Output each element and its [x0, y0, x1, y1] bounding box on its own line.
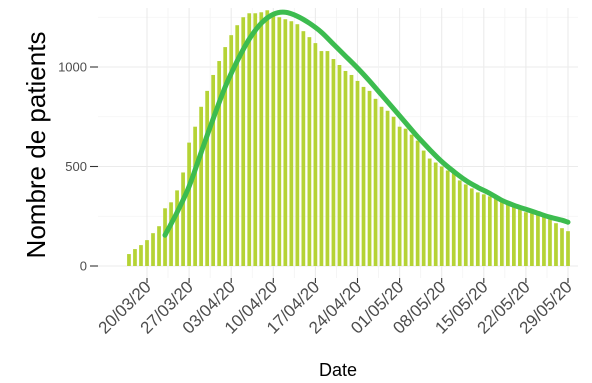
- bar: [493, 198, 498, 266]
- bar: [536, 214, 540, 266]
- bar: [530, 213, 534, 266]
- y-tick-label: 0: [80, 259, 87, 274]
- bar: [235, 25, 240, 267]
- bar: [325, 51, 330, 266]
- bar: [247, 13, 252, 266]
- trend-line-series: [162, 9, 571, 238]
- bar: [415, 140, 420, 266]
- bar: [331, 59, 336, 266]
- bar: [481, 194, 486, 266]
- bar: [187, 142, 191, 266]
- bar: [199, 106, 203, 266]
- bar: [524, 212, 528, 266]
- bar: [554, 223, 558, 266]
- bar: [542, 216, 546, 266]
- y-axis-title: Nombre de patients: [21, 32, 51, 259]
- bar: [403, 128, 408, 266]
- bar: [427, 158, 432, 266]
- bar: [457, 180, 462, 266]
- bar: [397, 126, 402, 266]
- bar: [566, 231, 570, 266]
- bar: [253, 13, 258, 266]
- bar: [151, 233, 155, 266]
- bar-series: [127, 10, 570, 267]
- bar: [391, 116, 396, 266]
- bar: [385, 110, 390, 266]
- bar: [271, 13, 276, 266]
- bar: [307, 37, 312, 267]
- bar: [367, 90, 372, 266]
- trend-line: [162, 9, 571, 238]
- bar: [463, 184, 468, 266]
- bar: [548, 219, 552, 266]
- bar: [181, 172, 185, 266]
- bar: [283, 19, 288, 266]
- bar: [487, 196, 492, 266]
- bar: [157, 226, 161, 266]
- bar: [409, 134, 414, 266]
- bar: [355, 80, 360, 267]
- bar: [265, 10, 270, 266]
- bar: [505, 204, 510, 266]
- bar: [127, 254, 131, 266]
- x-axis-title: Date: [319, 360, 357, 380]
- y-axis: 0 500 1000: [58, 60, 98, 274]
- bar: [512, 206, 516, 266]
- bar: [133, 249, 137, 266]
- bar: [313, 43, 318, 267]
- bar: [560, 228, 564, 266]
- bar: [445, 170, 450, 266]
- bar: [175, 190, 179, 266]
- bar: [451, 173, 456, 266]
- bar: [361, 86, 366, 267]
- bar: [211, 74, 216, 267]
- bar: [349, 74, 354, 267]
- bar: [277, 17, 282, 266]
- x-axis: 20/03/2027/03/2003/04/2010/04/2017/04/20…: [95, 277, 576, 337]
- bar: [319, 51, 324, 266]
- bar: [518, 208, 522, 266]
- bar: [295, 24, 300, 267]
- bar: [145, 240, 149, 266]
- bar: [379, 106, 384, 266]
- bar: [421, 150, 426, 266]
- bar: [469, 188, 474, 266]
- bar: [373, 98, 378, 266]
- bar: [217, 61, 222, 266]
- bar: [301, 31, 306, 267]
- bar: [499, 200, 504, 266]
- bar: [223, 47, 228, 266]
- bar: [289, 21, 294, 267]
- bar: [433, 162, 438, 266]
- bar: [259, 12, 264, 267]
- bar: [229, 35, 234, 266]
- bar: [205, 90, 210, 266]
- bar: [343, 70, 348, 266]
- bar: [439, 166, 444, 266]
- bar: [139, 245, 143, 266]
- bar: [193, 126, 197, 266]
- bar: [169, 202, 173, 266]
- y-tick-label: 500: [65, 159, 87, 174]
- bar: [475, 192, 480, 266]
- bar: [241, 17, 246, 266]
- bar: [337, 65, 342, 266]
- y-tick-label: 1000: [58, 60, 87, 75]
